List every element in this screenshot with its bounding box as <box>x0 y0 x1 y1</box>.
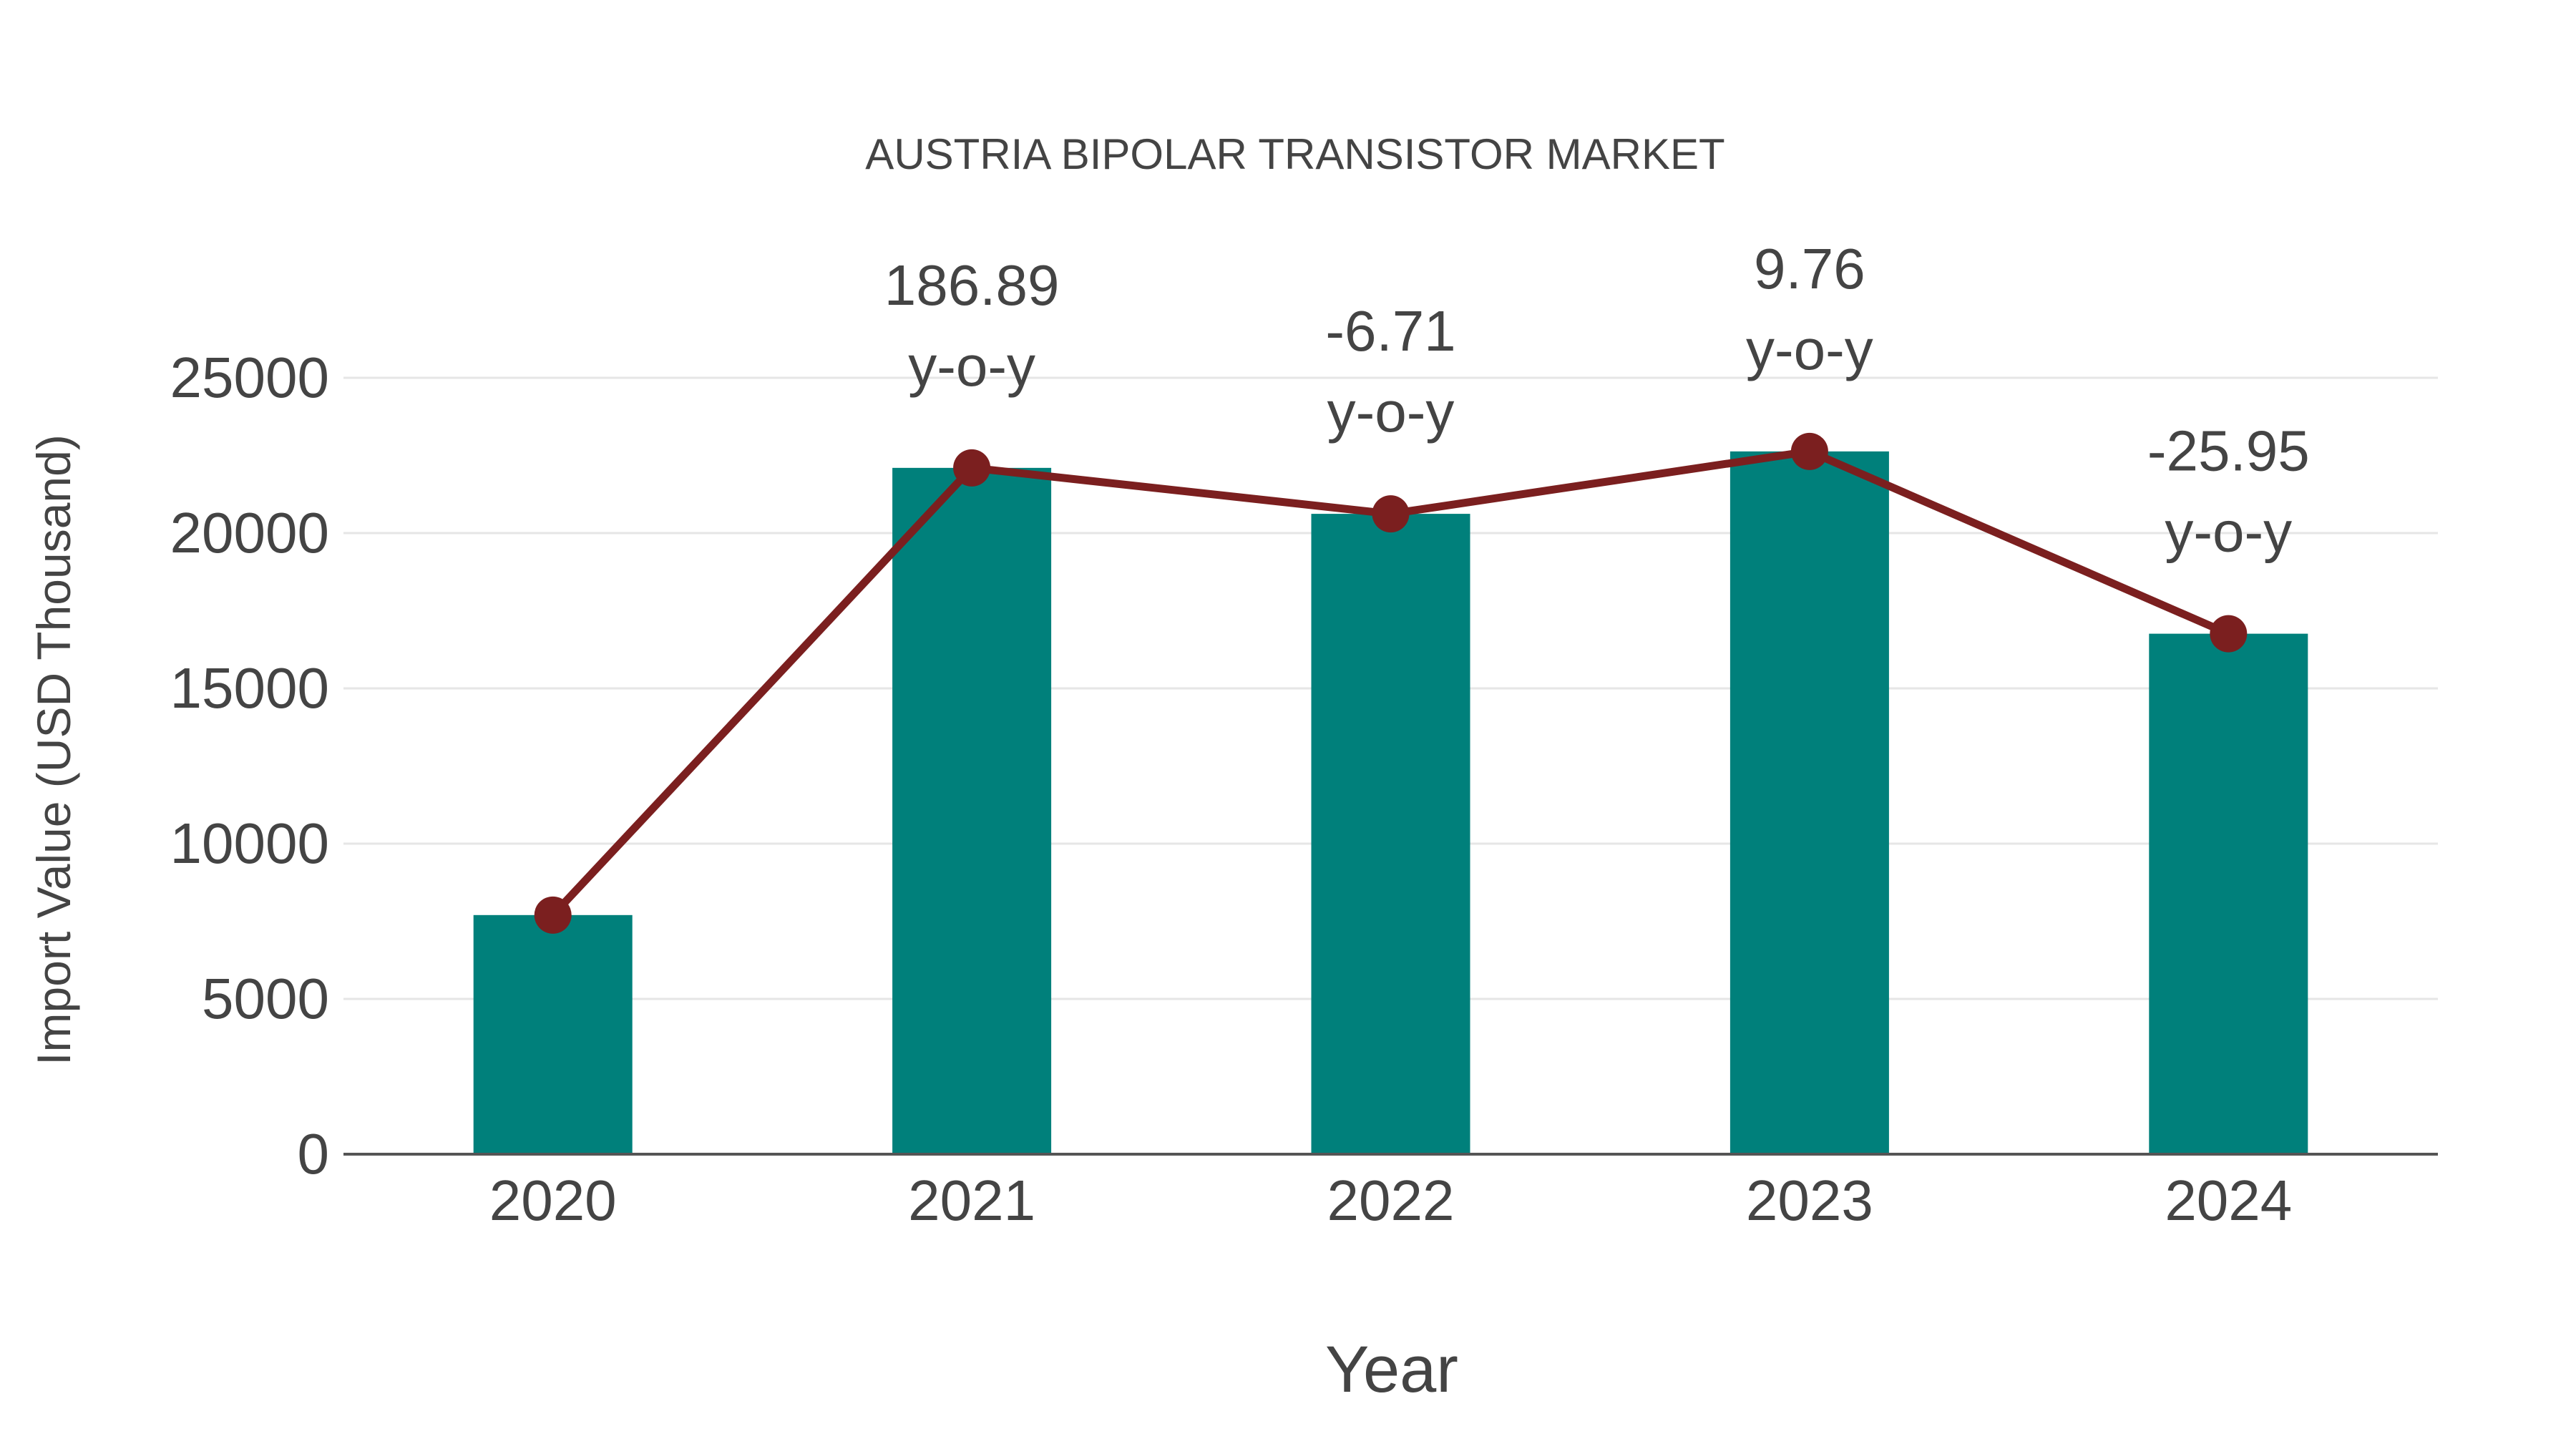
trend-marker <box>2210 615 2248 653</box>
yoy-unit: y-o-y <box>1327 380 1455 444</box>
y-axis-ticks: 0 5000 10000 15000 20000 25000 <box>170 346 329 1186</box>
chart-title: AUSTRIA BIPOLAR TRANSISTOR MARKET <box>865 130 1724 178</box>
yoy-unit: y-o-y <box>908 334 1035 398</box>
yoy-value: 186.89 <box>884 253 1060 317</box>
yoy-annotations: 186.89 y-o-y -6.71 y-o-y 9.76 y-o-y -25.95 y-o-… <box>884 237 2310 564</box>
x-axis-title: Year <box>1325 1333 1458 1406</box>
x-tick-label: 2022 <box>1327 1169 1455 1232</box>
yoy-value: -6.71 <box>1325 299 1455 363</box>
bar-2022 <box>1311 514 1470 1154</box>
y-tick-label: 25000 <box>170 346 329 409</box>
x-tick-label: 2023 <box>1746 1169 1873 1232</box>
annotation-2024: -25.95 y-o-y <box>2147 419 2310 564</box>
trend-marker <box>1790 432 1828 470</box>
x-tick-label: 2024 <box>2165 1169 2292 1232</box>
y-tick-label: 10000 <box>170 811 329 875</box>
x-tick-label: 2020 <box>489 1169 617 1232</box>
y-tick-label: 20000 <box>170 501 329 565</box>
annotation-2021: 186.89 y-o-y <box>884 253 1060 398</box>
yoy-unit: y-o-y <box>2165 500 2292 564</box>
x-tick-label: 2021 <box>908 1169 1035 1232</box>
bar-2020 <box>473 914 633 1154</box>
trend-line <box>534 432 2248 934</box>
bar-2021 <box>892 467 1052 1154</box>
annotation-2023: 9.76 y-o-y <box>1746 237 1873 381</box>
y-tick-label: 5000 <box>202 967 329 1030</box>
y-axis-title: Import Value (USD Thousand) <box>27 434 80 1065</box>
annotation-2022: -6.71 y-o-y <box>1325 299 1455 444</box>
bar-2023 <box>1729 451 1889 1154</box>
x-axis-ticks: 2020 2021 2022 2023 2024 <box>489 1169 2293 1232</box>
trend-marker <box>953 449 991 487</box>
bar-2024 <box>2149 633 2308 1154</box>
trend-marker <box>534 896 572 934</box>
trend-marker <box>1372 495 1410 533</box>
y-tick-label: 0 <box>298 1122 330 1186</box>
yoy-value: 9.76 <box>1754 237 1865 301</box>
yoy-unit: y-o-y <box>1746 318 1873 381</box>
bars <box>473 451 2308 1154</box>
y-tick-label: 15000 <box>170 656 329 720</box>
yoy-value: -25.95 <box>2147 419 2310 483</box>
